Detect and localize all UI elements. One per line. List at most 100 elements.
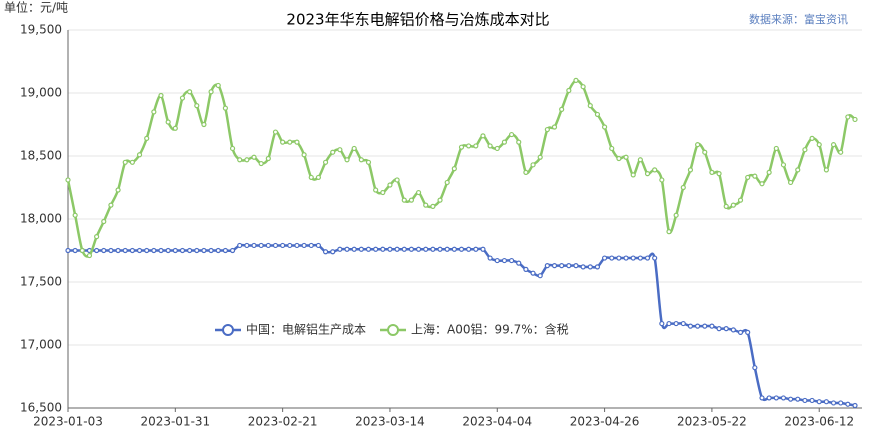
- point: [809, 397, 815, 404]
- point: [380, 189, 386, 196]
- point: [809, 135, 815, 141]
- point: [373, 187, 379, 193]
- point: [437, 197, 443, 203]
- point: [587, 102, 593, 109]
- point: [737, 197, 744, 203]
- x-tick-label: 2023-04-26: [570, 415, 640, 429]
- point: [759, 395, 765, 401]
- point: [72, 212, 78, 218]
- point: [458, 144, 465, 150]
- point: [315, 174, 322, 181]
- legend-label: 中国：电解铝生产成本: [246, 322, 366, 337]
- point: [86, 252, 93, 259]
- point: [322, 159, 329, 165]
- x-tick-label: 2023-04-04: [462, 415, 532, 429]
- point: [222, 105, 228, 111]
- point: [537, 273, 543, 279]
- y-tick-label: 18,500: [20, 149, 62, 163]
- point: [480, 246, 486, 252]
- point: [544, 263, 550, 269]
- point: [408, 197, 415, 203]
- point: [337, 147, 343, 153]
- point: [272, 129, 279, 135]
- point: [229, 145, 236, 152]
- point: [694, 323, 701, 329]
- point: [344, 157, 350, 163]
- point: [401, 246, 407, 252]
- point: [609, 255, 615, 261]
- point: [623, 154, 629, 160]
- point: [551, 124, 558, 130]
- point: [358, 246, 364, 252]
- point: [601, 124, 608, 130]
- point: [766, 169, 772, 175]
- point: [466, 246, 472, 252]
- point: [745, 329, 751, 335]
- point: [652, 255, 658, 261]
- y-tick-label: 17,500: [20, 275, 62, 289]
- point: [523, 266, 529, 272]
- point: [437, 246, 443, 252]
- point: [516, 260, 522, 266]
- point: [616, 255, 622, 261]
- point: [179, 247, 186, 254]
- point: [65, 177, 71, 183]
- point: [423, 202, 429, 208]
- point: [795, 396, 801, 402]
- point: [129, 247, 135, 254]
- point: [630, 172, 636, 178]
- point: [730, 327, 736, 333]
- legend-label: 上海：A00铝：99.7%：含税: [411, 322, 569, 337]
- point: [358, 157, 364, 163]
- point: [294, 242, 300, 249]
- point: [380, 246, 386, 252]
- point: [838, 400, 844, 406]
- point: [559, 106, 565, 112]
- point: [580, 84, 586, 90]
- point: [788, 396, 794, 402]
- point: [144, 135, 150, 141]
- point: [115, 247, 121, 254]
- point: [702, 323, 708, 329]
- point: [723, 326, 729, 332]
- point: [766, 395, 772, 401]
- point: [215, 247, 221, 254]
- point: [65, 247, 71, 254]
- point: [780, 162, 787, 168]
- point: [687, 167, 694, 173]
- point: [551, 263, 558, 269]
- point: [830, 142, 837, 148]
- point: [530, 162, 536, 168]
- point: [108, 202, 114, 208]
- point: [301, 242, 307, 249]
- point: [387, 182, 393, 188]
- point: [165, 247, 171, 254]
- point: [287, 139, 293, 145]
- point: [823, 167, 829, 173]
- y-tick-label: 19,500: [20, 23, 62, 37]
- x-tick-label: 2023-05-22: [677, 415, 747, 429]
- point: [730, 202, 736, 208]
- point: [680, 320, 686, 327]
- point: [444, 246, 450, 252]
- point: [544, 126, 550, 133]
- point: [151, 109, 157, 115]
- point: [652, 167, 658, 173]
- point: [373, 246, 379, 252]
- point: [229, 247, 236, 254]
- point: [745, 174, 751, 181]
- x-tick-label: 2023-06-12: [784, 415, 854, 429]
- x-tick-label: 2023-02-21: [248, 415, 318, 429]
- point: [322, 249, 329, 255]
- point: [451, 246, 457, 252]
- point: [845, 401, 851, 407]
- point: [566, 263, 572, 269]
- point: [473, 143, 479, 149]
- legend-marker: [387, 324, 400, 336]
- point: [508, 131, 515, 138]
- point: [101, 218, 107, 225]
- point: [816, 399, 822, 405]
- point: [694, 142, 701, 148]
- point: [487, 143, 493, 149]
- point: [365, 246, 372, 252]
